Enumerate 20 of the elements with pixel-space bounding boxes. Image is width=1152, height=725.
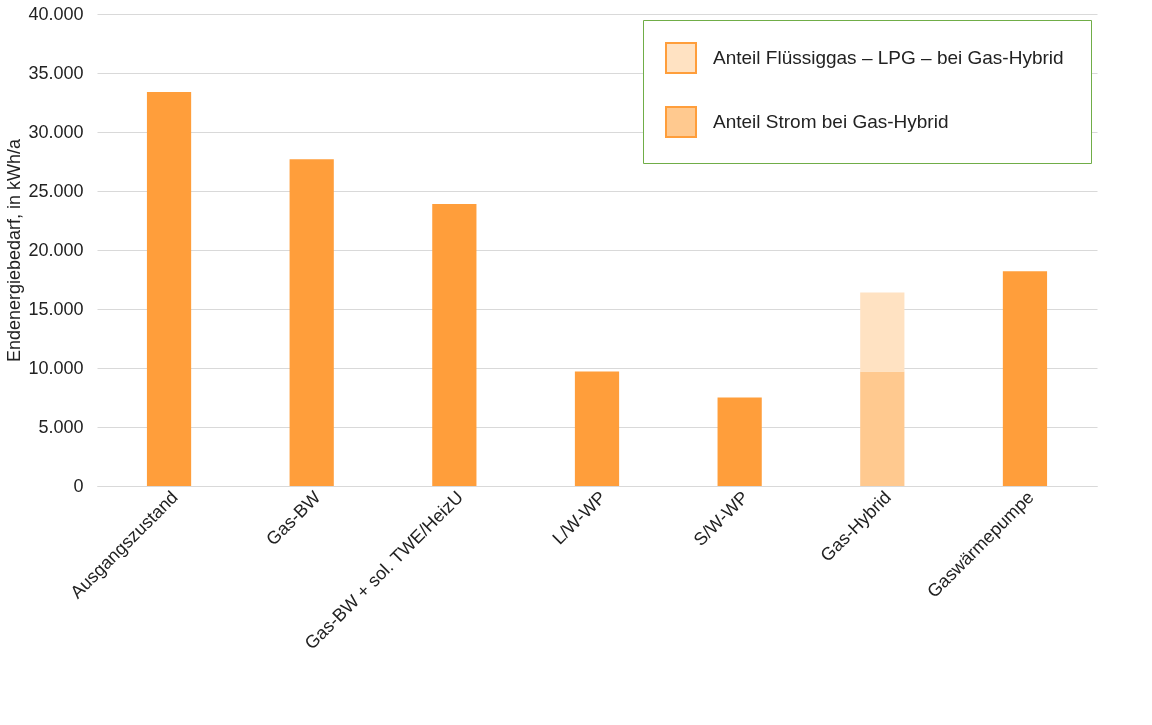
y-tick-label: 0 [73, 475, 84, 496]
bar [1002, 271, 1048, 486]
bar [717, 397, 762, 486]
bar [860, 371, 905, 486]
y-tick-label: 30.000 [28, 121, 84, 142]
y-tick-label: 15.000 [28, 298, 84, 319]
legend-label: Anteil Flüssiggas – LPG – bei Gas-Hybrid [713, 47, 1064, 68]
y-tick-label: 5.000 [38, 416, 84, 437]
y-tick-label: 40.000 [28, 3, 84, 24]
legend-label: Anteil Strom bei Gas-Hybrid [713, 111, 949, 132]
bar [432, 203, 477, 486]
y-tick-label: 10.000 [28, 357, 84, 378]
bar [574, 371, 620, 486]
bar [860, 292, 905, 372]
y-axis-title: Endenergiebedarf, in kWh/a [4, 137, 25, 363]
bar [146, 91, 192, 486]
bar [289, 159, 334, 486]
y-tick-label: 35.000 [28, 62, 84, 83]
y-tick-label: 25.000 [28, 180, 84, 201]
y-tick-label: 20.000 [28, 239, 84, 260]
